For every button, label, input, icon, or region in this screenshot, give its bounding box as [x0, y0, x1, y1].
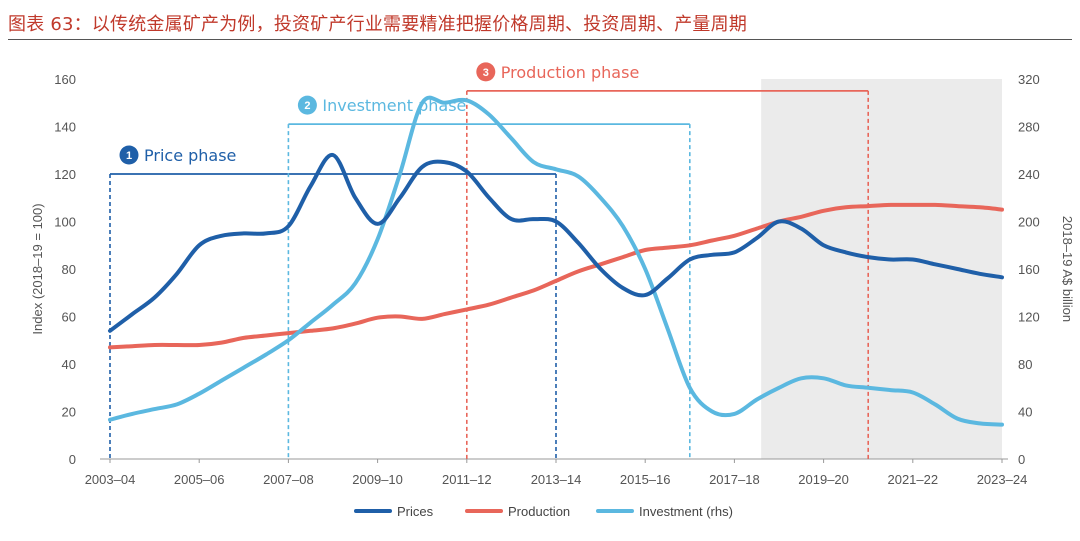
- y-right-tick-label: 240: [1018, 167, 1040, 182]
- series-line-investment-rhs: [108, 95, 1004, 427]
- y-right-axis-title: 2018–19 A$ billion: [1060, 216, 1075, 322]
- x-tick-label: 2011–12: [442, 472, 492, 487]
- y-left-tick-label: 120: [54, 167, 76, 182]
- y-left-tick-label: 160: [54, 72, 76, 87]
- phase-label: Production phase: [501, 63, 640, 82]
- phase-number-badge: [119, 145, 139, 165]
- x-tick-label: 2021–22: [887, 472, 938, 487]
- caption-divider: [8, 39, 1072, 40]
- x-tick-label: 2007–08: [263, 472, 314, 487]
- legend-entry: Investment (rhs): [639, 504, 733, 519]
- y-left-tick-label: 80: [62, 262, 76, 277]
- y-left-tick-label: 60: [62, 310, 76, 325]
- x-tick-label: 2009–10: [352, 472, 403, 487]
- series-line-prices: [108, 153, 1004, 333]
- y-right-tick-label: 200: [1018, 215, 1040, 230]
- y-left-tick-label: 0: [69, 452, 76, 467]
- x-tick-label: 2023–24: [977, 472, 1028, 487]
- y-left-tick-label: 40: [62, 357, 76, 372]
- phase-number: 3: [483, 67, 489, 79]
- x-tick-label: 2019–20: [798, 472, 849, 487]
- y-right-tick-label: 0: [1018, 452, 1025, 467]
- phase-number-badge: [476, 62, 496, 82]
- y-right-tick-label: 40: [1018, 405, 1032, 420]
- y-left-tick-label: 140: [54, 120, 76, 135]
- y-left-tick-label: 20: [62, 405, 76, 420]
- phase-number-badge: [297, 95, 317, 115]
- phase-3-bracket: 3 Production phase: [465, 62, 870, 459]
- phase-number: 2: [304, 100, 310, 112]
- phase-label: Price phase: [144, 146, 236, 165]
- phase-label: Investment phase: [322, 96, 466, 115]
- phase-1-bracket: 1 Price phase: [109, 145, 557, 459]
- x-tick-label: 2003–04: [85, 472, 136, 487]
- y-right-tick-label: 120: [1018, 310, 1040, 325]
- y-right-tick-label: 80: [1018, 357, 1032, 372]
- legend-entry: Prices: [397, 504, 434, 519]
- y-left-axis-title: Index (2018–19 = 100): [30, 203, 45, 334]
- y-right-tick-label: 320: [1018, 72, 1040, 87]
- chart-caption: 图表 63：以传统金属矿产为例，投资矿产行业需要精准把握价格周期、投资周期、产量…: [8, 14, 748, 35]
- phase-2-bracket: 2 Investment phase: [287, 95, 691, 459]
- legend-entry: Production: [508, 504, 570, 519]
- y-left-tick-label: 100: [54, 215, 76, 230]
- x-tick-label: 2013–14: [531, 472, 582, 487]
- phase-number: 1: [126, 150, 132, 162]
- x-tick-label: 2015–16: [620, 472, 671, 487]
- x-tick-label: 2005–06: [174, 472, 225, 487]
- y-right-tick-label: 160: [1018, 262, 1040, 277]
- y-right-tick-label: 280: [1018, 120, 1040, 135]
- series-line-production: [108, 202, 1004, 350]
- x-tick-label: 2017–18: [709, 472, 760, 487]
